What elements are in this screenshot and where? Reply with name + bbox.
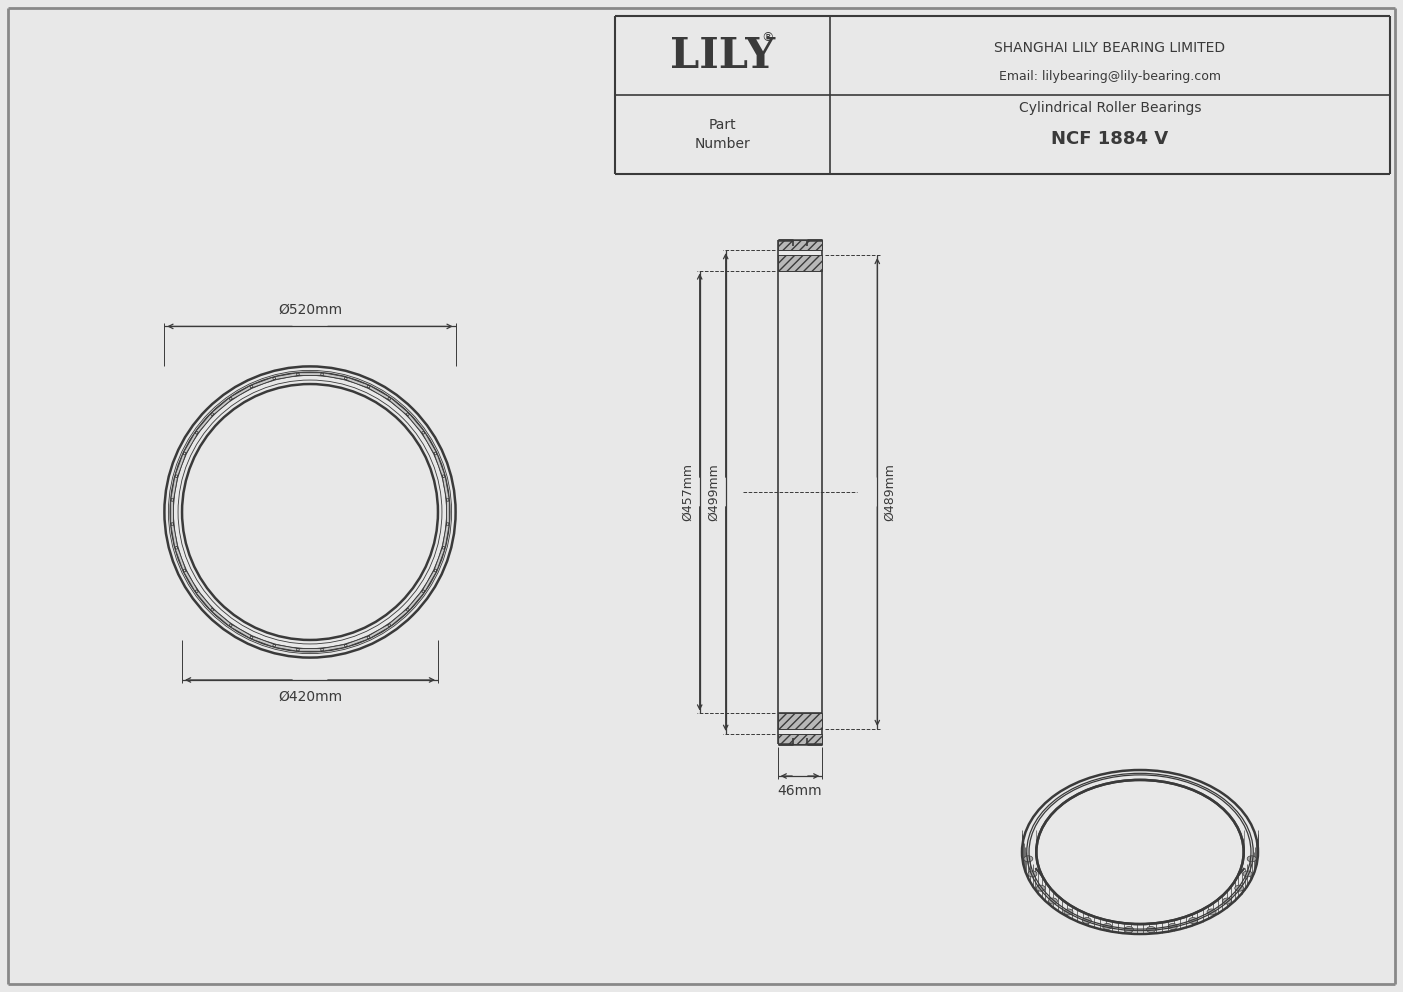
Text: SHANGHAI LILY BEARING LIMITED: SHANGHAI LILY BEARING LIMITED (995, 41, 1226, 55)
Polygon shape (442, 477, 449, 499)
Polygon shape (231, 625, 251, 638)
Text: Email: lilybearing@lily-bearing.com: Email: lilybearing@lily-bearing.com (999, 69, 1221, 82)
Polygon shape (171, 477, 177, 499)
Polygon shape (231, 386, 251, 399)
Polygon shape (171, 525, 177, 547)
Polygon shape (390, 398, 408, 415)
Polygon shape (369, 386, 389, 399)
Polygon shape (390, 610, 408, 626)
Ellipse shape (1037, 885, 1045, 891)
Polygon shape (175, 549, 185, 570)
Polygon shape (422, 433, 436, 453)
Ellipse shape (1222, 898, 1232, 904)
Ellipse shape (1082, 918, 1092, 924)
Text: Part
Number: Part Number (694, 118, 751, 151)
Bar (777, 255, 822, 271)
Ellipse shape (1207, 909, 1216, 915)
Text: Ø489mm: Ø489mm (884, 463, 897, 521)
Text: Ø520mm: Ø520mm (278, 303, 342, 316)
Polygon shape (435, 549, 445, 570)
Ellipse shape (1188, 918, 1198, 924)
Polygon shape (253, 377, 274, 388)
Polygon shape (175, 454, 185, 475)
Polygon shape (422, 571, 436, 591)
Ellipse shape (1247, 856, 1256, 862)
Polygon shape (212, 610, 230, 626)
Polygon shape (299, 649, 321, 652)
Polygon shape (196, 414, 212, 433)
Polygon shape (323, 645, 345, 651)
Polygon shape (408, 414, 424, 433)
Polygon shape (275, 645, 297, 651)
Polygon shape (323, 373, 345, 380)
Ellipse shape (1146, 927, 1156, 932)
Text: Ø420mm: Ø420mm (278, 690, 342, 704)
Polygon shape (442, 525, 449, 547)
Polygon shape (275, 373, 297, 380)
Polygon shape (184, 433, 198, 453)
Polygon shape (171, 501, 174, 523)
Polygon shape (435, 454, 445, 475)
Ellipse shape (1037, 780, 1243, 925)
Text: NCF 1884 V: NCF 1884 V (1051, 130, 1169, 148)
Ellipse shape (1243, 871, 1251, 877)
Text: Ø499mm: Ø499mm (707, 463, 720, 521)
Ellipse shape (1021, 770, 1258, 934)
Ellipse shape (1048, 898, 1058, 904)
Ellipse shape (1124, 927, 1134, 932)
Ellipse shape (1063, 909, 1073, 915)
Bar (777, 734, 822, 744)
Polygon shape (253, 637, 274, 647)
Ellipse shape (1024, 856, 1033, 862)
Polygon shape (347, 637, 368, 647)
Polygon shape (212, 398, 230, 415)
Text: LILY: LILY (671, 35, 774, 76)
Ellipse shape (1103, 924, 1111, 930)
Polygon shape (184, 571, 198, 591)
Text: Ø457mm: Ø457mm (680, 463, 693, 521)
Polygon shape (446, 501, 449, 523)
Polygon shape (347, 377, 368, 388)
Text: ®: ® (762, 31, 773, 44)
Ellipse shape (1028, 871, 1037, 877)
Ellipse shape (1235, 885, 1244, 891)
Bar (777, 240, 822, 250)
Polygon shape (408, 591, 424, 610)
Text: Cylindrical Roller Bearings: Cylindrical Roller Bearings (1019, 100, 1201, 115)
Polygon shape (299, 373, 321, 376)
Ellipse shape (1169, 924, 1177, 930)
Bar (777, 713, 822, 729)
Text: 46mm: 46mm (777, 784, 822, 798)
Polygon shape (369, 625, 389, 638)
Polygon shape (196, 591, 212, 610)
